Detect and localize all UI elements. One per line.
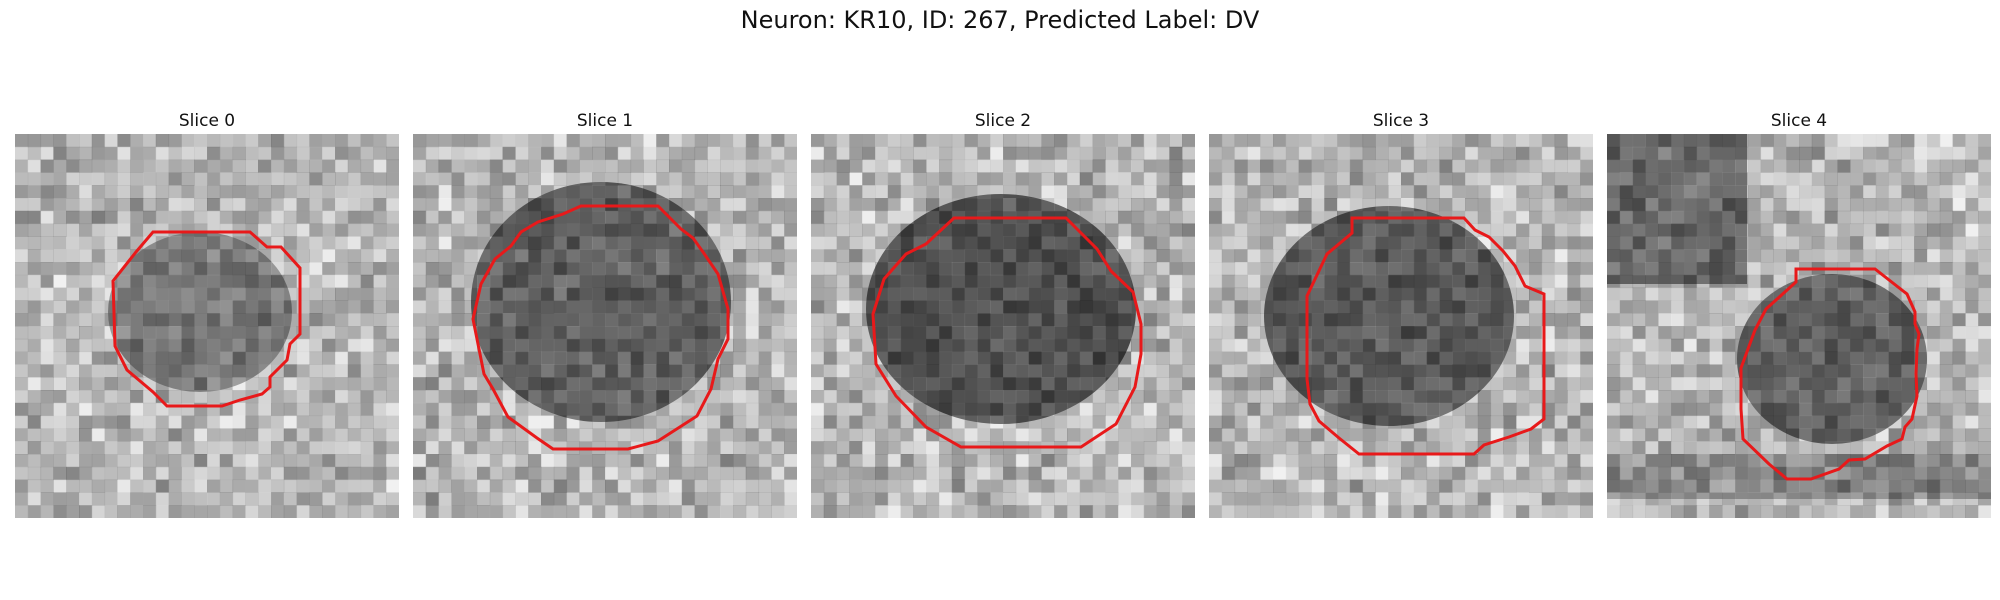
slice-title-2: Slice 2 [974,111,1032,131]
segmentation-contour [471,204,730,451]
slice-title-1: Slice 1 [576,111,634,131]
dark-cell-body [1264,206,1514,426]
slice-image-2 [811,134,1195,518]
segmentation-contour [1739,267,1921,481]
slice-title-3: Slice 3 [1372,111,1430,131]
figure-title: Neuron: KR10, ID: 267, Predicted Label: … [740,6,1260,34]
slice-image-0 [15,134,399,518]
dark-region-topleft [1607,134,1747,284]
slice-panel-3: Slice 3 [1209,108,1593,518]
segmentation-contour [871,216,1143,449]
slice-panel-4: Slice 4 [1607,108,1991,518]
segmentation-contour [111,230,302,408]
slice-title-0: Slice 0 [178,111,236,131]
dark-cell-body [1737,274,1927,444]
segmentation-contour [1305,216,1546,456]
slice-title-4: Slice 4 [1770,111,1828,131]
slice-panel-1: Slice 1 [413,108,797,518]
slice-image-4 [1607,134,1991,518]
slice-panel-2: Slice 2 [811,108,1195,518]
dark-cell-body [108,232,292,392]
slice-panel-0: Slice 0 [15,108,399,518]
dark-cell-body [866,194,1136,424]
dark-band-bottom [1607,454,1991,499]
dark-cell-body [471,182,731,422]
slice-image-3 [1209,134,1593,518]
noise-overlay [15,134,399,518]
noise-texture [15,134,399,518]
slice-image-1 [413,134,797,518]
